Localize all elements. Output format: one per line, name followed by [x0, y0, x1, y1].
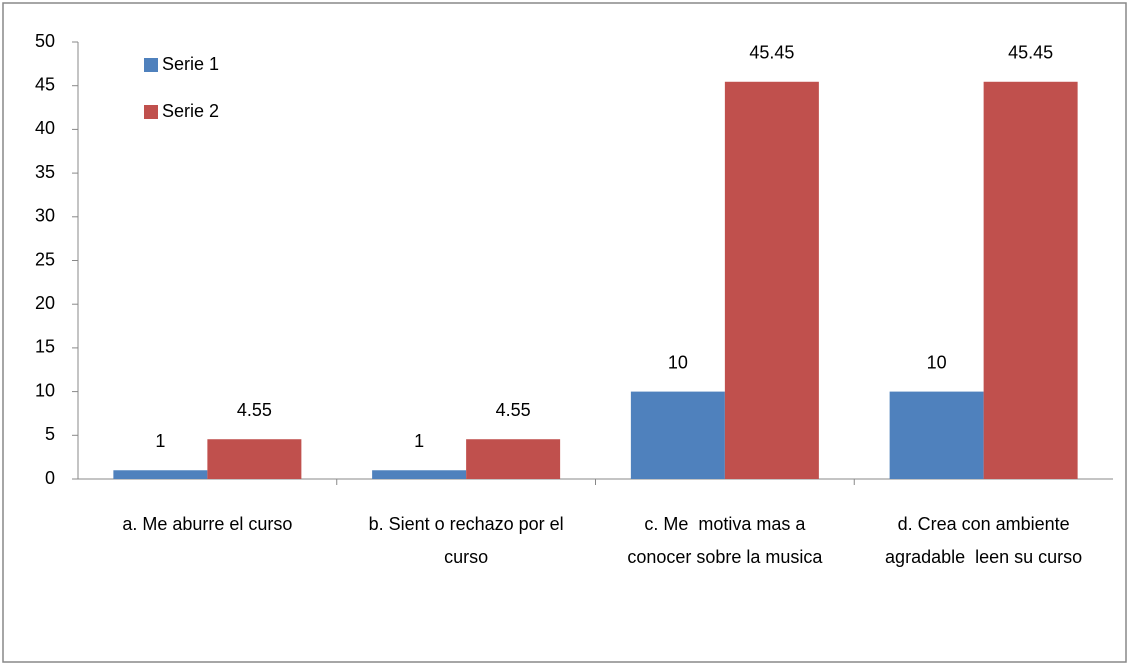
y-tick-label: 50: [35, 31, 55, 51]
value-label: 1: [414, 431, 424, 451]
legend-swatch: [144, 58, 158, 72]
bar: [113, 470, 208, 479]
value-label: 4.55: [496, 400, 531, 420]
x-tick-label: a. Me aburre el curso: [122, 514, 293, 534]
y-tick-label: 40: [35, 118, 55, 138]
bar: [724, 81, 819, 479]
x-tick-label: d. Crea con ambiente agradable leen su c…: [885, 514, 1083, 567]
bar: [983, 81, 1078, 479]
bar: [889, 391, 984, 479]
y-tick-label: 35: [35, 162, 55, 182]
y-tick-label: 5: [45, 424, 55, 444]
bar: [630, 391, 725, 479]
y-tick-label: 10: [35, 380, 55, 400]
legend-label: Serie 1: [162, 54, 219, 74]
y-tick-label: 0: [45, 468, 55, 488]
legend-swatch: [144, 105, 158, 119]
y-tick-label: 25: [35, 249, 55, 269]
value-label: 45.45: [1008, 43, 1053, 63]
value-label: 10: [927, 352, 947, 372]
value-label: 4.55: [237, 400, 272, 420]
x-tick-label: b. Sient o rechazo por el curso: [368, 514, 569, 567]
bar: [372, 470, 467, 479]
value-label: 10: [668, 352, 688, 372]
bar: [466, 439, 561, 479]
x-tick-label: c. Me motiva mas a conocer sobre la musi…: [627, 514, 823, 567]
legend-label: Serie 2: [162, 101, 219, 121]
bar: [207, 439, 302, 479]
y-tick-label: 15: [35, 337, 55, 357]
y-tick-label: 30: [35, 206, 55, 226]
value-label: 45.45: [749, 43, 794, 63]
value-label: 1: [155, 431, 165, 451]
y-tick-label: 45: [35, 74, 55, 94]
y-tick-label: 20: [35, 293, 55, 313]
